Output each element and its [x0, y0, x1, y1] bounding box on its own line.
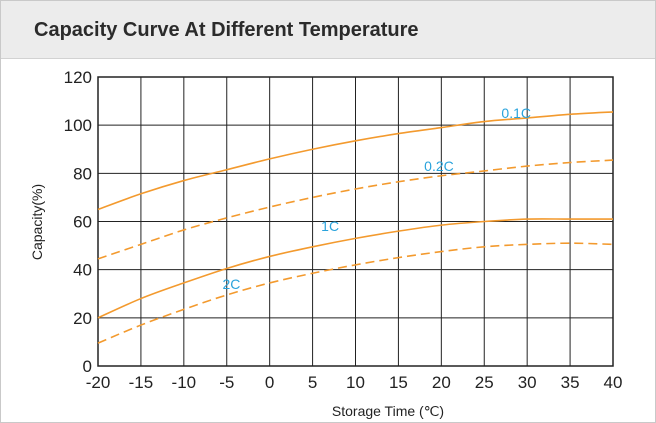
- curve-label: 0.2C: [424, 158, 454, 174]
- y-tick-label: 120: [64, 68, 92, 87]
- x-tick-label: 10: [346, 373, 365, 392]
- x-tick-label: -5: [219, 373, 234, 392]
- x-axis-label: Storage Time (℃): [332, 403, 444, 419]
- y-tick-label: 40: [73, 261, 92, 280]
- x-tick-label: 20: [432, 373, 451, 392]
- x-tick-label: -15: [129, 373, 154, 392]
- x-tick-label: 0: [265, 373, 274, 392]
- series-line-1c: [97, 218, 613, 319]
- chart-annotations: 0.1C 0.2C 1C 2C: [222, 105, 531, 292]
- x-tick-label: 30: [518, 373, 537, 392]
- y-tick-label: 80: [73, 164, 92, 183]
- chart-curves: [97, 111, 614, 344]
- x-tick-label: 15: [389, 373, 408, 392]
- plot-frame: [97, 76, 614, 367]
- curve-label: 2C: [222, 276, 240, 292]
- curve-label: 1C: [321, 218, 339, 234]
- series-line-2c: [97, 242, 614, 344]
- y-tick-label: 60: [73, 213, 92, 232]
- x-tick-label: 5: [308, 373, 317, 392]
- series-line-0-1c: [97, 111, 614, 211]
- x-tick-label: 25: [475, 373, 494, 392]
- y-tick-label: 100: [64, 116, 92, 135]
- panel-header: Capacity Curve At Different Temperature: [1, 1, 655, 59]
- y-tick-label: 20: [73, 309, 92, 328]
- x-tick-label: -20: [86, 373, 111, 392]
- panel-title: Capacity Curve At Different Temperature: [34, 19, 419, 41]
- chart-grid: [97, 76, 614, 367]
- series-line-0-2c: [97, 159, 614, 260]
- y-axis-label: Capacity(%): [29, 184, 45, 260]
- y-tick-label: 0: [83, 357, 92, 376]
- curve-label: 0.1C: [501, 105, 531, 121]
- x-tick-label: -10: [172, 373, 197, 392]
- chart-ticks: -20 -15 -10 -5 0 5 10 15 20 25 30 35 40 0 20 40 60 80 100 1…: [64, 68, 623, 392]
- x-tick-label: 35: [561, 373, 580, 392]
- x-tick-label: 40: [604, 373, 623, 392]
